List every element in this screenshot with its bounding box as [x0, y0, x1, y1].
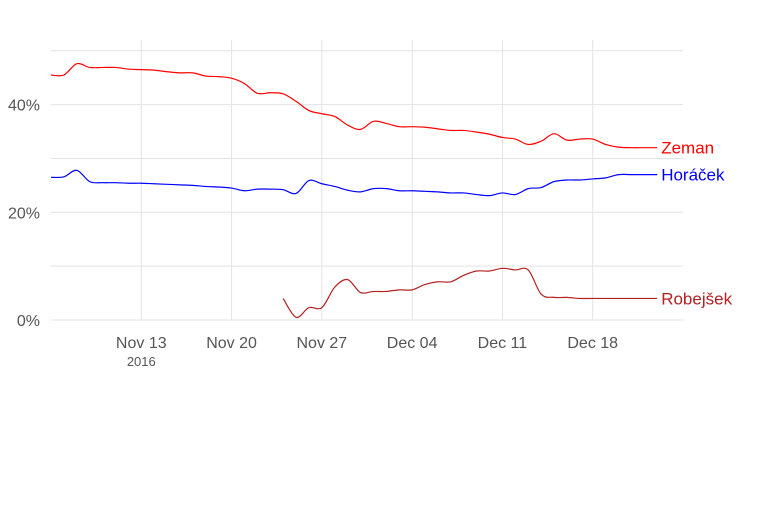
y-tick-label: 40% [8, 98, 40, 115]
x-tick-label: Dec 11 [478, 335, 528, 352]
y-tick-label: 20% [8, 205, 40, 222]
series-label-2: Robejšek [661, 289, 732, 308]
y-tick-label: 0% [17, 313, 40, 330]
x-axis: Nov 13 2016 Nov 20 Nov 27 Dec 04 Dec 11 Dec 18 [116, 335, 618, 369]
series-lines [50, 62, 658, 318]
x-tick-label: Nov 27 [297, 335, 348, 352]
x-tick-year-label: 2016 [127, 354, 156, 369]
x-tick-label: Dec 18 [567, 335, 618, 352]
grid [51, 40, 683, 321]
series-labels: Zeman Horáček Robejšek [661, 139, 732, 309]
series-line-1 [50, 169, 658, 197]
x-tick-label: Nov 20 [206, 335, 257, 352]
y-axis: 0% 20% 40% [8, 98, 40, 330]
series-label-1: Horáček [661, 166, 725, 185]
series-label-0: Zeman [661, 139, 714, 158]
x-tick-label: Nov 13 [116, 335, 167, 352]
x-tick-label: Dec 04 [387, 335, 438, 352]
series-line-0 [50, 62, 658, 149]
series-line-2 [282, 267, 658, 318]
